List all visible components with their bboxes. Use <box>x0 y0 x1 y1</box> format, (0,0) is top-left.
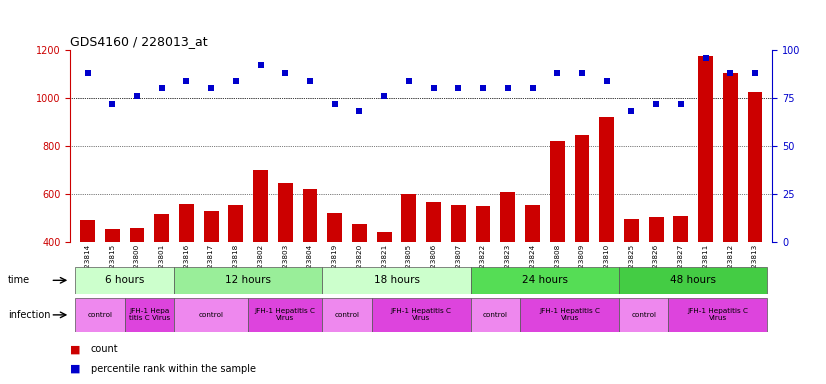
Text: ■: ■ <box>70 344 81 354</box>
Text: time: time <box>8 275 31 285</box>
Point <box>452 85 465 91</box>
Text: ■: ■ <box>70 364 81 374</box>
Text: count: count <box>91 344 118 354</box>
Bar <box>278 183 292 338</box>
Point <box>230 78 243 84</box>
Bar <box>648 217 663 338</box>
Bar <box>668 298 767 332</box>
Bar <box>322 298 372 332</box>
Bar <box>451 205 466 338</box>
Bar <box>377 232 392 338</box>
Bar <box>599 117 614 338</box>
Bar <box>372 298 471 332</box>
Point <box>576 70 589 76</box>
Point <box>600 78 613 84</box>
Bar <box>154 214 169 338</box>
Text: 18 hours: 18 hours <box>373 275 420 285</box>
Bar <box>130 227 145 338</box>
Bar <box>471 267 619 294</box>
Bar <box>624 219 638 338</box>
Point <box>402 78 415 84</box>
Text: JFH-1 Hepatitis C
Virus: JFH-1 Hepatitis C Virus <box>391 308 452 321</box>
Point <box>748 70 762 76</box>
Bar <box>748 92 762 338</box>
Bar <box>204 211 219 338</box>
Bar <box>426 202 441 338</box>
Bar <box>352 224 367 338</box>
Bar <box>105 229 120 338</box>
Point <box>155 85 169 91</box>
Bar <box>575 135 590 338</box>
Point <box>81 70 94 76</box>
Text: percentile rank within the sample: percentile rank within the sample <box>91 364 256 374</box>
Bar <box>80 220 95 338</box>
Point <box>205 85 218 91</box>
Bar <box>619 298 668 332</box>
Point <box>353 108 366 114</box>
Text: 48 hours: 48 hours <box>670 275 716 285</box>
Bar <box>723 73 738 338</box>
Bar <box>302 189 317 338</box>
Bar <box>253 170 268 338</box>
Text: 6 hours: 6 hours <box>105 275 145 285</box>
Bar <box>179 204 194 338</box>
Text: JFH-1 Hepatitis C
Virus: JFH-1 Hepatitis C Virus <box>687 308 748 321</box>
Text: 24 hours: 24 hours <box>522 275 567 285</box>
Point <box>427 85 440 91</box>
Bar <box>174 298 248 332</box>
Bar <box>229 205 244 338</box>
Bar <box>125 298 174 332</box>
Text: JFH-1 Hepatitis C
Virus: JFH-1 Hepatitis C Virus <box>254 308 316 321</box>
Point <box>254 62 267 68</box>
Bar <box>327 213 342 338</box>
Bar <box>75 267 174 294</box>
Text: control: control <box>335 312 359 318</box>
Point <box>526 85 539 91</box>
Text: control: control <box>88 312 112 318</box>
Point <box>377 93 391 99</box>
Bar <box>322 267 471 294</box>
Text: control: control <box>483 312 508 318</box>
Point <box>477 85 490 91</box>
Bar <box>476 206 491 338</box>
Text: JFH-1 Hepatitis C
Virus: JFH-1 Hepatitis C Virus <box>539 308 601 321</box>
Bar <box>550 141 565 338</box>
Point <box>131 93 144 99</box>
Text: 12 hours: 12 hours <box>225 275 271 285</box>
Text: control: control <box>198 312 224 318</box>
Bar <box>471 298 520 332</box>
Bar <box>75 298 125 332</box>
Bar <box>174 267 322 294</box>
Bar <box>401 194 416 338</box>
Point <box>649 101 662 107</box>
Point <box>278 70 292 76</box>
Point <box>699 55 712 61</box>
Bar <box>501 192 515 338</box>
Point <box>328 101 341 107</box>
Point <box>303 78 316 84</box>
Point <box>674 101 687 107</box>
Bar <box>248 298 322 332</box>
Bar <box>698 56 713 338</box>
Text: control: control <box>631 312 656 318</box>
Bar <box>673 215 688 338</box>
Bar <box>520 298 619 332</box>
Text: JFH-1 Hepa
titis C Virus: JFH-1 Hepa titis C Virus <box>129 308 170 321</box>
Point <box>501 85 515 91</box>
Point <box>724 70 737 76</box>
Point <box>180 78 193 84</box>
Bar <box>525 205 540 338</box>
Point <box>551 70 564 76</box>
Text: GDS4160 / 228013_at: GDS4160 / 228013_at <box>70 35 208 48</box>
Bar <box>619 267 767 294</box>
Text: infection: infection <box>8 310 50 320</box>
Point <box>624 108 638 114</box>
Point <box>106 101 119 107</box>
